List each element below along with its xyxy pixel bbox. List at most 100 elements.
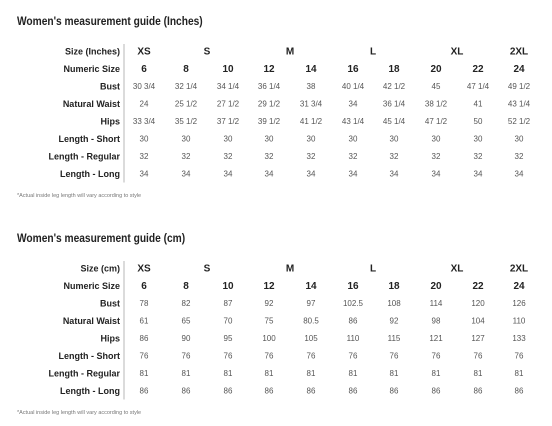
cell-value: 114 <box>430 299 443 308</box>
cell-value: 76 <box>515 352 524 361</box>
row-label: Length - Regular <box>49 151 121 161</box>
row-label: Length - Long <box>60 386 120 396</box>
cell-value: 120 <box>471 299 485 308</box>
size-name: L <box>370 47 376 58</box>
cell-value: 80.5 <box>303 317 319 326</box>
cell-value: 36 1/4 <box>258 82 281 91</box>
cell-value: 76 <box>390 352 399 361</box>
numeric-size: 14 <box>305 281 317 292</box>
cell-value: 32 <box>432 152 441 161</box>
size-name: 2XL <box>510 264 528 275</box>
cell-value: 34 <box>390 170 399 179</box>
numeric-size: 16 <box>347 64 359 75</box>
cell-value: 86 <box>390 387 399 396</box>
cell-value: 92 <box>265 299 274 308</box>
cell-value: 95 <box>224 334 233 343</box>
cell-value: 100 <box>262 334 276 343</box>
cell-value: 45 <box>432 82 441 91</box>
row-label: Length - Regular <box>49 368 121 378</box>
cell-value: 98 <box>432 317 441 326</box>
size-name: M <box>286 264 294 275</box>
cell-value: 81 <box>307 369 316 378</box>
cell-value: 47 1/4 <box>467 82 490 91</box>
numeric-size: 22 <box>472 64 484 75</box>
cell-value: 76 <box>307 352 316 361</box>
cell-value: 76 <box>140 352 149 361</box>
cell-value: 86 <box>474 387 483 396</box>
cell-value: 52 1/2 <box>508 117 531 126</box>
cell-value: 86 <box>349 317 358 326</box>
cell-value: 86 <box>307 387 316 396</box>
row-label: Bust <box>100 81 120 91</box>
cell-value: 30 <box>307 135 316 144</box>
cell-value: 34 <box>432 170 441 179</box>
cell-value: 40 1/4 <box>342 82 365 91</box>
cell-value: 41 1/2 <box>300 117 323 126</box>
size-name: 2XL <box>510 47 528 58</box>
cell-value: 42 1/2 <box>383 82 406 91</box>
cell-value: 102.5 <box>343 299 364 308</box>
cell-value: 86 <box>182 387 191 396</box>
row-label: Hips <box>100 333 120 343</box>
cell-value: 34 <box>349 170 358 179</box>
cell-value: 76 <box>224 352 233 361</box>
row-label: Natural Waist <box>63 316 120 326</box>
cell-value: 29 1/2 <box>258 100 281 109</box>
cell-value: 37 1/2 <box>217 117 240 126</box>
row-label: Length - Long <box>60 169 120 179</box>
cell-value: 82 <box>182 299 191 308</box>
cell-value: 47 1/2 <box>425 117 448 126</box>
cell-value: 34 <box>349 100 358 109</box>
cell-value: 76 <box>265 352 274 361</box>
cell-value: 115 <box>388 334 401 343</box>
numeric-size: 8 <box>183 64 189 75</box>
cell-value: 81 <box>224 369 233 378</box>
cell-value: 86 <box>515 387 524 396</box>
cell-value: 43 1/4 <box>342 117 365 126</box>
cell-value: 45 1/4 <box>383 117 406 126</box>
cell-value: 86 <box>140 334 149 343</box>
cell-value: 50 <box>474 117 483 126</box>
cell-value: 30 <box>265 135 274 144</box>
numeric-size: 16 <box>347 281 359 292</box>
row-label: Length - Short <box>59 351 121 361</box>
size-label: Size (Inches) <box>65 46 120 56</box>
cell-value: 86 <box>349 387 358 396</box>
cell-value: 81 <box>182 369 191 378</box>
cell-value: 65 <box>182 317 191 326</box>
numeric-size: 6 <box>141 281 147 292</box>
row-label: Bust <box>100 298 120 308</box>
footnote: *Actual inside leg length will vary acco… <box>17 193 141 199</box>
cell-value: 81 <box>265 369 274 378</box>
cell-value: 110 <box>347 334 360 343</box>
cell-value: 78 <box>140 299 149 308</box>
cell-value: 34 <box>307 170 316 179</box>
cell-value: 104 <box>471 317 485 326</box>
cell-value: 86 <box>224 387 233 396</box>
cell-value: 38 1/2 <box>425 100 448 109</box>
numeric-size: 24 <box>513 281 525 292</box>
numeric-size: 10 <box>222 281 234 292</box>
size-name: S <box>204 264 211 275</box>
cell-value: 30 <box>390 135 399 144</box>
size-label: Size (cm) <box>80 263 120 273</box>
size-name: XL <box>451 264 464 275</box>
cell-value: 86 <box>432 387 441 396</box>
cell-value: 30 <box>515 135 524 144</box>
cell-value: 121 <box>429 334 443 343</box>
cell-value: 81 <box>474 369 483 378</box>
cell-value: 32 <box>307 152 316 161</box>
cell-value: 97 <box>307 299 316 308</box>
cell-value: 110 <box>513 317 526 326</box>
numeric-size: 8 <box>183 281 189 292</box>
cell-value: 75 <box>265 317 274 326</box>
cell-value: 49 1/2 <box>508 82 531 91</box>
cell-value: 24 <box>140 100 149 109</box>
numeric-size: 14 <box>305 64 317 75</box>
cell-value: 105 <box>304 334 318 343</box>
cell-value: 30 3/4 <box>133 82 156 91</box>
cell-value: 34 <box>140 170 149 179</box>
cell-value: 90 <box>182 334 191 343</box>
numeric-size: 12 <box>263 281 275 292</box>
